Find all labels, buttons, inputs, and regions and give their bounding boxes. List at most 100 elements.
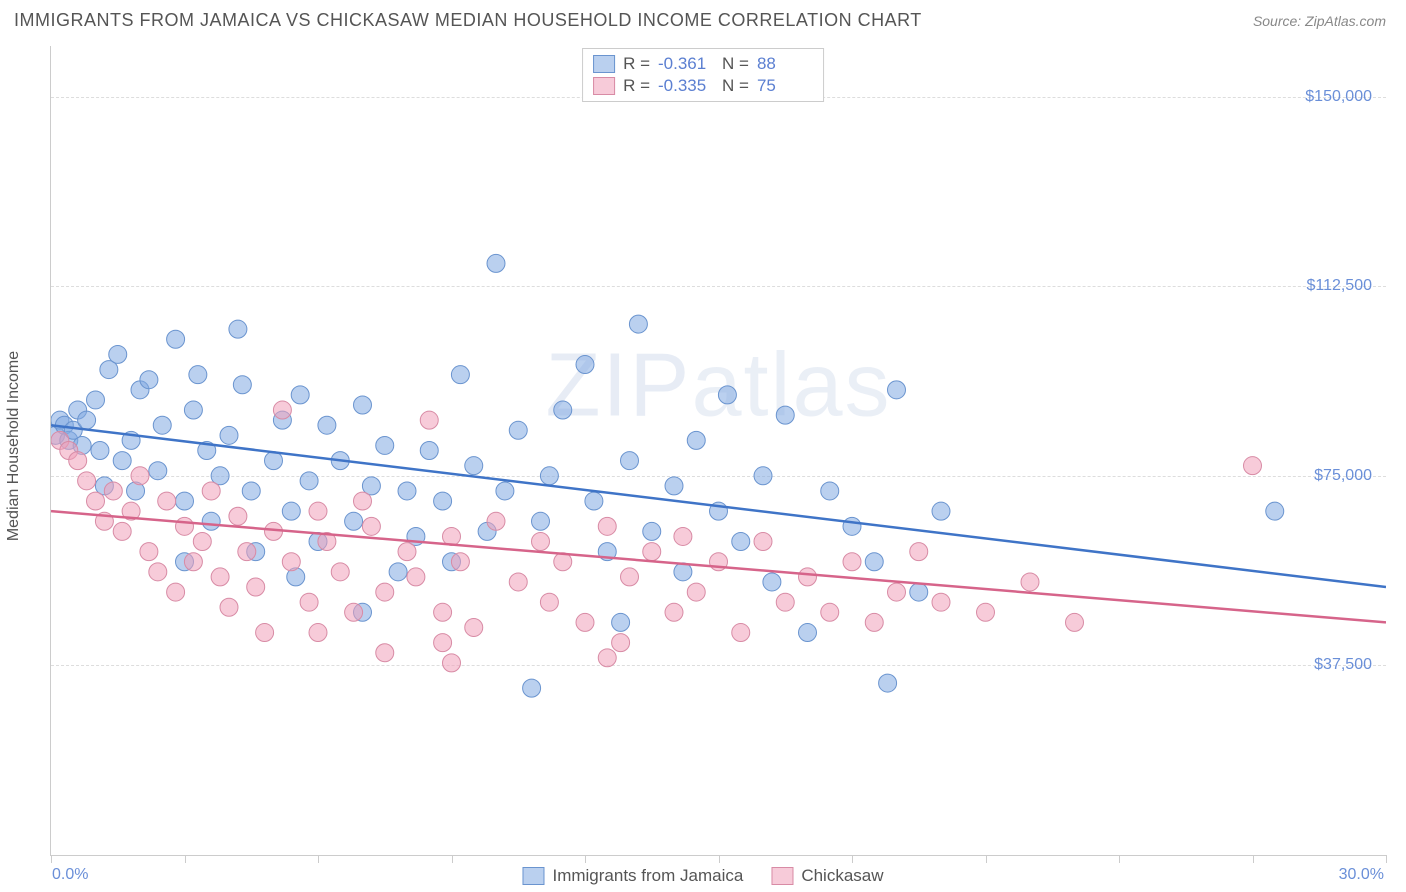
- data-point: [576, 613, 594, 631]
- data-point: [910, 583, 928, 601]
- data-point: [888, 583, 906, 601]
- data-point: [598, 517, 616, 535]
- data-point: [843, 517, 861, 535]
- x-tick-mark: [1119, 855, 1120, 863]
- data-point: [612, 634, 630, 652]
- stat-r-value-2: -0.335: [658, 76, 714, 96]
- data-point: [434, 492, 452, 510]
- data-point: [104, 482, 122, 500]
- data-point: [113, 452, 131, 470]
- data-point: [376, 583, 394, 601]
- data-point: [865, 553, 883, 571]
- x-tick-mark: [986, 855, 987, 863]
- data-point: [331, 563, 349, 581]
- data-point: [732, 533, 750, 551]
- data-point: [407, 568, 425, 586]
- data-point: [318, 416, 336, 434]
- data-point: [242, 482, 260, 500]
- data-point: [273, 401, 291, 419]
- data-point: [718, 386, 736, 404]
- x-tick-mark: [719, 855, 720, 863]
- swatch-series1: [593, 55, 615, 73]
- data-point: [1066, 613, 1084, 631]
- data-point: [732, 624, 750, 642]
- data-point: [621, 452, 639, 470]
- plot-area: ZIPatlas $37,500$75,000$112,500$150,000: [50, 46, 1386, 856]
- data-point: [345, 603, 363, 621]
- data-point: [229, 320, 247, 338]
- data-point: [932, 502, 950, 520]
- data-point: [78, 411, 96, 429]
- data-point: [540, 467, 558, 485]
- data-point: [1021, 573, 1039, 591]
- stats-row-series2: R = -0.335 N = 75: [593, 75, 813, 97]
- data-point: [184, 553, 202, 571]
- x-tick-mark: [1253, 855, 1254, 863]
- correlation-stats-box: R = -0.361 N = 88 R = -0.335 N = 75: [582, 48, 824, 102]
- data-point: [487, 254, 505, 272]
- x-axis-max-label: 30.0%: [1339, 866, 1384, 884]
- data-point: [843, 553, 861, 571]
- data-point: [354, 492, 372, 510]
- data-point: [799, 624, 817, 642]
- data-point: [233, 376, 251, 394]
- data-point: [776, 406, 794, 424]
- data-point: [612, 613, 630, 631]
- data-point: [282, 502, 300, 520]
- data-point: [69, 452, 87, 470]
- legend-swatch-series2: [771, 867, 793, 885]
- data-point: [799, 568, 817, 586]
- x-tick-mark: [1386, 855, 1387, 863]
- data-point: [434, 603, 452, 621]
- data-point: [434, 634, 452, 652]
- data-point: [523, 679, 541, 697]
- data-point: [362, 517, 380, 535]
- chart-source: Source: ZipAtlas.com: [1253, 13, 1386, 29]
- data-point: [509, 573, 527, 591]
- data-point: [220, 426, 238, 444]
- data-point: [674, 527, 692, 545]
- scatter-svg: [51, 46, 1386, 855]
- data-point: [309, 624, 327, 642]
- data-point: [300, 593, 318, 611]
- data-point: [821, 482, 839, 500]
- data-point: [643, 543, 661, 561]
- data-point: [149, 563, 167, 581]
- x-tick-mark: [585, 855, 586, 863]
- data-point: [176, 517, 194, 535]
- data-point: [754, 533, 772, 551]
- data-point: [238, 543, 256, 561]
- data-point: [540, 593, 558, 611]
- data-point: [229, 507, 247, 525]
- data-point: [888, 381, 906, 399]
- data-point: [643, 522, 661, 540]
- data-point: [585, 492, 603, 510]
- data-point: [220, 598, 238, 616]
- stat-r-value-1: -0.361: [658, 54, 714, 74]
- data-point: [184, 401, 202, 419]
- data-point: [465, 618, 483, 636]
- data-point: [496, 482, 514, 500]
- stat-n-value-1: 88: [757, 54, 813, 74]
- data-point: [776, 593, 794, 611]
- data-point: [265, 452, 283, 470]
- series-legend: Immigrants from Jamaica Chickasaw: [522, 866, 883, 886]
- data-point: [629, 315, 647, 333]
- data-point: [665, 603, 683, 621]
- data-point: [300, 472, 318, 490]
- data-point: [291, 386, 309, 404]
- data-point: [158, 492, 176, 510]
- data-point: [189, 366, 207, 384]
- data-point: [509, 421, 527, 439]
- legend-item-series1: Immigrants from Jamaica: [522, 866, 743, 886]
- data-point: [376, 436, 394, 454]
- data-point: [821, 603, 839, 621]
- data-point: [687, 431, 705, 449]
- legend-swatch-series1: [522, 867, 544, 885]
- data-point: [345, 512, 363, 530]
- y-axis-label: Median Household Income: [5, 351, 23, 541]
- data-point: [754, 467, 772, 485]
- x-axis-min-label: 0.0%: [52, 866, 88, 884]
- data-point: [398, 543, 416, 561]
- data-point: [420, 442, 438, 460]
